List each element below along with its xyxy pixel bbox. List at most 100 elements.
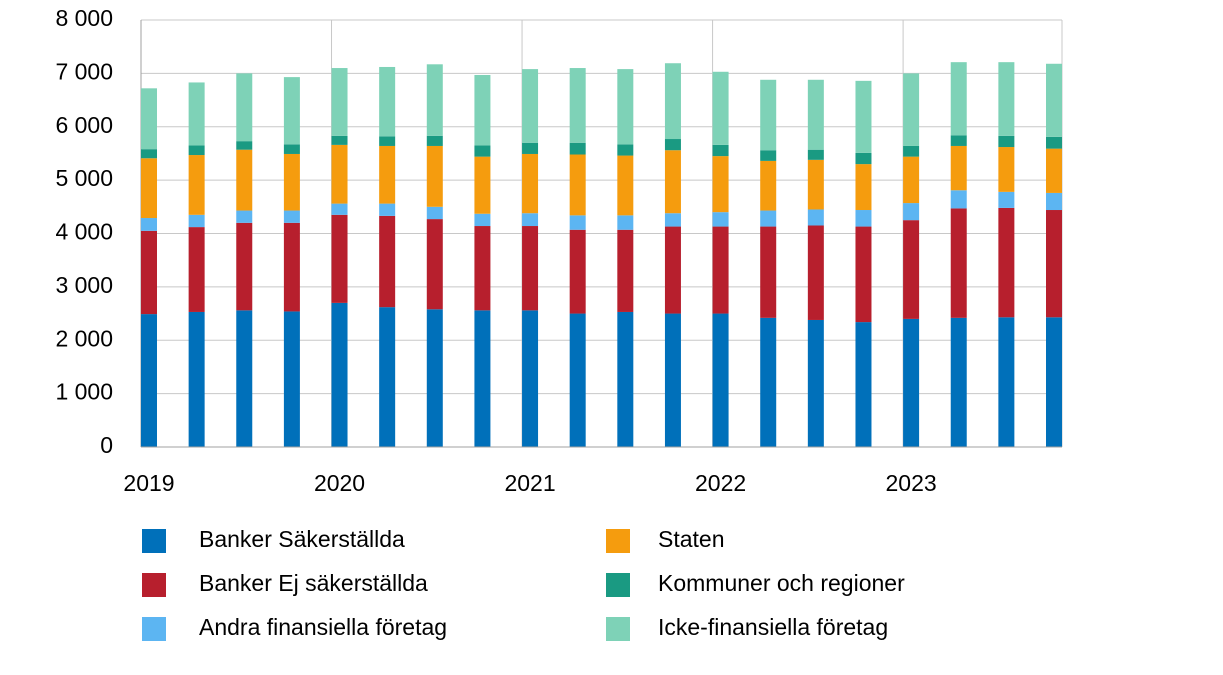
bar-segment [712, 226, 729, 314]
bar-segment [141, 158, 157, 219]
bar-segment [903, 73, 920, 146]
y-tick-label: 1 000 [55, 379, 113, 405]
bar-segment [569, 215, 586, 230]
bar-segment [855, 80, 872, 153]
bar-segment [998, 317, 1015, 447]
bar-segment [903, 203, 920, 221]
bar-segment [331, 68, 348, 136]
y-tick-label: 7 000 [55, 58, 113, 84]
bar-segment [331, 203, 348, 215]
bar-segment [855, 152, 872, 165]
bar-segment [903, 156, 920, 204]
bar-segment [283, 144, 300, 154]
bar-segment [236, 210, 253, 223]
bar-segment [950, 317, 967, 447]
bar-segment [712, 71, 729, 145]
legend-swatch [606, 529, 630, 553]
bar-segment [188, 227, 205, 312]
bar-segment [522, 213, 539, 227]
bar-segment [474, 310, 491, 447]
y-tick-label: 8 000 [55, 5, 113, 31]
bar-segment [569, 154, 586, 216]
bar-segment [760, 226, 777, 318]
bar-segment [855, 210, 872, 227]
bar-segment [331, 135, 348, 145]
bar-segment [664, 150, 681, 214]
bar-segment [379, 215, 396, 308]
legend-label: Kommuner och regioner [658, 570, 905, 596]
bar-segment [474, 145, 491, 157]
bar-segment [712, 144, 729, 157]
bar-segment [474, 156, 491, 214]
y-tick-label: 5 000 [55, 165, 113, 191]
bar-segment [664, 313, 681, 447]
bar-segment [141, 88, 157, 150]
bar-segment [522, 69, 539, 143]
bar-segment [807, 79, 824, 150]
bar-segment [760, 150, 777, 161]
bar-segment [379, 307, 396, 447]
bar-segment [188, 311, 205, 447]
x-tick-label: 2022 [695, 470, 746, 496]
bar-segment [712, 313, 729, 447]
bar-segment [426, 219, 443, 310]
bar-segment [617, 144, 634, 156]
bar-segment [998, 135, 1015, 148]
bar-segment [807, 209, 824, 226]
y-tick-label: 3 000 [55, 272, 113, 298]
bar-segment [712, 156, 729, 213]
bar-segment [1046, 63, 1062, 137]
bar-segment [141, 218, 157, 231]
bar-segment [379, 145, 396, 204]
bar-segment [855, 164, 872, 211]
bar-segment [426, 145, 443, 207]
bar-segment [807, 149, 824, 160]
bar-segment [141, 230, 157, 315]
bar-segment [617, 69, 634, 145]
bar-segment [1046, 136, 1062, 149]
bar-segment [855, 226, 872, 323]
legend-label: Banker Säkerställda [199, 526, 405, 552]
bar-segment [283, 311, 300, 447]
bar-segment [188, 155, 205, 215]
bar-segment [950, 208, 967, 318]
bar-segment [998, 207, 1015, 318]
bar-segment [331, 214, 348, 303]
y-tick-label: 0 [100, 432, 113, 458]
bar-segment [426, 309, 443, 447]
bar-segment [426, 135, 443, 146]
bar-segment [569, 229, 586, 314]
y-tick-label: 2 000 [55, 325, 113, 351]
bar-segment [522, 226, 539, 311]
bar-segment [236, 141, 253, 150]
bar-segment [188, 214, 205, 228]
bar-segment [236, 149, 253, 211]
bar-segment [1046, 317, 1062, 447]
bar-segment [474, 226, 491, 311]
legend-swatch [142, 529, 166, 553]
legend-swatch [142, 573, 166, 597]
bar-segment [807, 319, 824, 447]
legend-label: Staten [658, 526, 725, 552]
bar-segment [188, 82, 205, 146]
bar-segment [712, 212, 729, 227]
legend-swatch [606, 573, 630, 597]
y-tick-label: 4 000 [55, 219, 113, 245]
bar-segment [998, 62, 1015, 136]
bar-segment [236, 222, 253, 311]
bar-segment [760, 160, 777, 211]
bar-segment [998, 147, 1015, 192]
bar-segment [617, 215, 634, 230]
bar-segment [283, 222, 300, 312]
bar-segment [331, 144, 348, 204]
bar-segment [379, 136, 396, 146]
legend-label: Icke-finansiella företag [658, 614, 888, 640]
bar-segment [950, 145, 967, 191]
bar-segment [664, 213, 681, 227]
x-tick-label: 2021 [504, 470, 555, 496]
bar-segment [664, 139, 681, 151]
bar-segment [379, 203, 396, 216]
bar-segment [950, 62, 967, 136]
bar-segment [283, 77, 300, 145]
